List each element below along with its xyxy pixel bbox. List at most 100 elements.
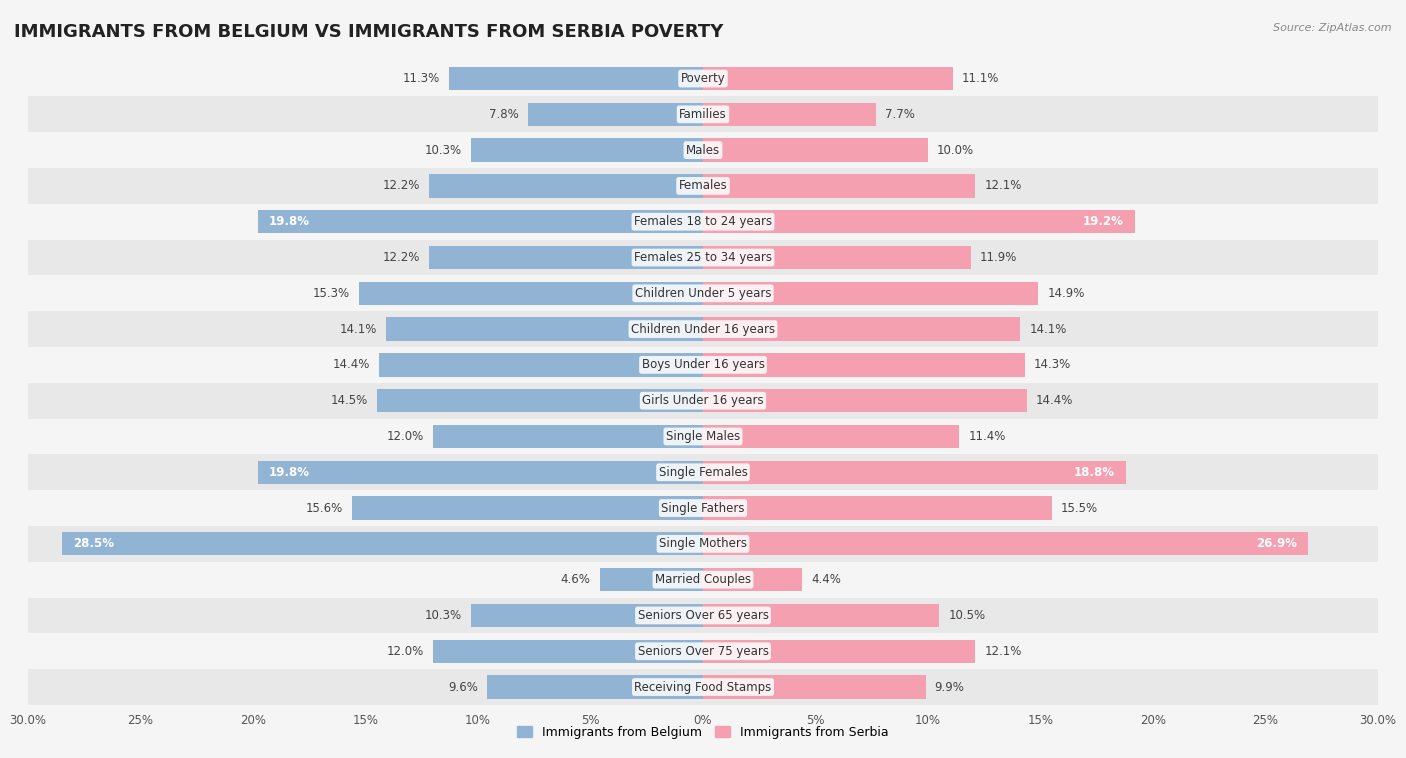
Bar [703, 67, 953, 90]
Text: 19.8%: 19.8% [269, 465, 309, 479]
Bar [380, 353, 703, 377]
Text: Girls Under 16 years: Girls Under 16 years [643, 394, 763, 407]
Text: 10.3%: 10.3% [425, 143, 463, 157]
Legend: Immigrants from Belgium, Immigrants from Serbia: Immigrants from Belgium, Immigrants from… [512, 721, 894, 744]
Text: 14.4%: 14.4% [1036, 394, 1073, 407]
Bar [703, 604, 939, 627]
Text: 4.6%: 4.6% [561, 573, 591, 586]
Text: Source: ZipAtlas.com: Source: ZipAtlas.com [1274, 23, 1392, 33]
Text: Single Fathers: Single Fathers [661, 502, 745, 515]
Text: 14.3%: 14.3% [1033, 359, 1071, 371]
Text: Poverty: Poverty [681, 72, 725, 85]
Text: 14.1%: 14.1% [339, 323, 377, 336]
Text: 11.1%: 11.1% [962, 72, 1000, 85]
Text: 4.4%: 4.4% [811, 573, 841, 586]
Bar [471, 139, 703, 161]
Bar [429, 246, 703, 269]
Text: Single Females: Single Females [658, 465, 748, 479]
Bar [703, 496, 1052, 520]
Text: Males: Males [686, 143, 720, 157]
Text: Children Under 5 years: Children Under 5 years [634, 287, 772, 300]
Text: 14.9%: 14.9% [1047, 287, 1084, 300]
Text: Females 25 to 34 years: Females 25 to 34 years [634, 251, 772, 264]
Bar [385, 318, 703, 341]
Bar [471, 604, 703, 627]
Text: 14.1%: 14.1% [1029, 323, 1067, 336]
Bar [28, 312, 1378, 347]
Text: 15.3%: 15.3% [312, 287, 350, 300]
Text: 15.5%: 15.5% [1060, 502, 1098, 515]
Bar [28, 61, 1378, 96]
Bar [257, 461, 703, 484]
Bar [703, 675, 925, 699]
Text: Families: Families [679, 108, 727, 121]
Text: Females: Females [679, 180, 727, 193]
Bar [28, 454, 1378, 490]
Text: 12.1%: 12.1% [984, 645, 1022, 658]
Bar [257, 210, 703, 233]
Bar [28, 240, 1378, 275]
Text: 11.9%: 11.9% [980, 251, 1017, 264]
Text: 12.1%: 12.1% [984, 180, 1022, 193]
Bar [28, 168, 1378, 204]
Text: 14.4%: 14.4% [333, 359, 370, 371]
Text: Boys Under 16 years: Boys Under 16 years [641, 359, 765, 371]
Bar [703, 246, 970, 269]
Bar [703, 102, 876, 126]
Bar [703, 318, 1021, 341]
Bar [28, 597, 1378, 634]
Text: 12.2%: 12.2% [382, 180, 419, 193]
Text: 10.3%: 10.3% [425, 609, 463, 622]
Bar [28, 204, 1378, 240]
Text: 9.6%: 9.6% [449, 681, 478, 694]
Text: 26.9%: 26.9% [1256, 537, 1296, 550]
Bar [433, 640, 703, 663]
Bar [28, 383, 1378, 418]
Bar [359, 282, 703, 305]
Text: IMMIGRANTS FROM BELGIUM VS IMMIGRANTS FROM SERBIA POVERTY: IMMIGRANTS FROM BELGIUM VS IMMIGRANTS FR… [14, 23, 724, 41]
Text: Receiving Food Stamps: Receiving Food Stamps [634, 681, 772, 694]
Text: Single Mothers: Single Mothers [659, 537, 747, 550]
Text: 10.0%: 10.0% [936, 143, 974, 157]
Bar [703, 174, 976, 198]
Text: 11.4%: 11.4% [969, 430, 1005, 443]
Text: 15.6%: 15.6% [307, 502, 343, 515]
Text: 9.9%: 9.9% [935, 681, 965, 694]
Bar [28, 347, 1378, 383]
Text: 10.5%: 10.5% [948, 609, 986, 622]
Text: 28.5%: 28.5% [73, 537, 114, 550]
Bar [28, 669, 1378, 705]
Bar [599, 568, 703, 591]
Text: 14.5%: 14.5% [330, 394, 368, 407]
Text: 12.0%: 12.0% [387, 430, 425, 443]
Text: 7.7%: 7.7% [886, 108, 915, 121]
Bar [703, 210, 1135, 233]
Text: Married Couples: Married Couples [655, 573, 751, 586]
Bar [429, 174, 703, 198]
Bar [352, 496, 703, 520]
Text: 12.2%: 12.2% [382, 251, 419, 264]
Text: 19.2%: 19.2% [1083, 215, 1123, 228]
Text: Single Males: Single Males [666, 430, 740, 443]
Bar [703, 389, 1026, 412]
Bar [703, 139, 928, 161]
Bar [28, 490, 1378, 526]
Bar [28, 418, 1378, 454]
Bar [28, 275, 1378, 312]
Text: 19.8%: 19.8% [269, 215, 309, 228]
Bar [703, 353, 1025, 377]
Text: Females 18 to 24 years: Females 18 to 24 years [634, 215, 772, 228]
Bar [28, 96, 1378, 132]
Bar [703, 532, 1308, 556]
Text: Seniors Over 65 years: Seniors Over 65 years [637, 609, 769, 622]
Text: Children Under 16 years: Children Under 16 years [631, 323, 775, 336]
Bar [28, 132, 1378, 168]
Bar [486, 675, 703, 699]
Bar [703, 282, 1038, 305]
Bar [28, 562, 1378, 597]
Text: 7.8%: 7.8% [489, 108, 519, 121]
Bar [28, 634, 1378, 669]
Text: 11.3%: 11.3% [402, 72, 440, 85]
Bar [703, 640, 976, 663]
Text: Seniors Over 75 years: Seniors Over 75 years [637, 645, 769, 658]
